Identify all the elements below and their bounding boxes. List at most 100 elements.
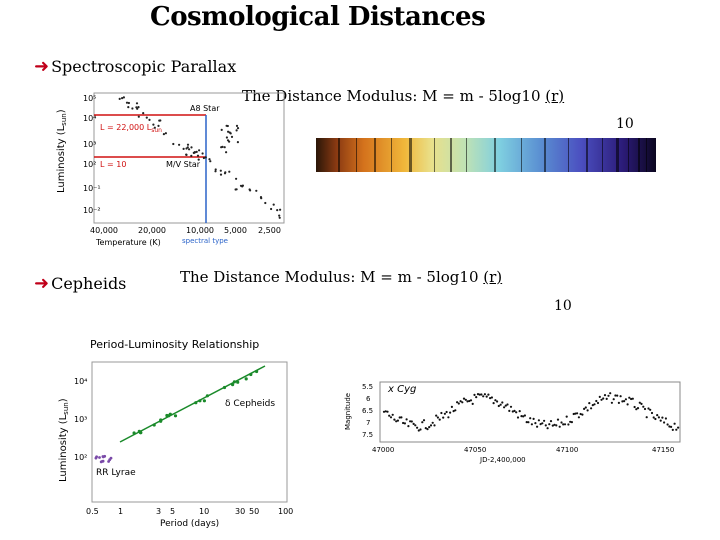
lc-point — [464, 398, 467, 401]
lc-ytick: 7.5 — [362, 431, 373, 439]
lc-point — [462, 397, 466, 400]
hr-star-point — [214, 168, 217, 171]
pl-xtick: 5 — [170, 507, 175, 516]
lc-ytick: 5.5 — [362, 383, 373, 391]
pl-cepheid-point — [232, 380, 236, 384]
lc-point — [449, 411, 452, 414]
lc-point — [663, 421, 666, 424]
lc-point — [489, 397, 492, 400]
pl-cepheid-point — [249, 372, 253, 377]
hr-star-point — [223, 172, 227, 175]
lc-point — [642, 405, 645, 408]
lc-point — [572, 412, 575, 416]
distance-modulus-formula-2: The Distance Modulus: M = m - 5log10 (r) — [180, 268, 502, 286]
hr-star-point — [235, 188, 238, 191]
pl-cepheid-point — [205, 394, 209, 398]
lc-point — [590, 407, 593, 410]
lc-point — [605, 397, 608, 400]
hr-star-point — [157, 124, 160, 127]
formula-denominator-2: 10 — [554, 298, 572, 314]
hr-star-point — [135, 102, 139, 105]
hr-star-point — [190, 146, 193, 149]
hr-star-point — [198, 149, 201, 152]
hr-star-point — [190, 154, 193, 157]
hr-star-point — [255, 189, 258, 192]
lc-point — [650, 411, 654, 415]
lc-point — [490, 396, 493, 399]
lc-point — [567, 423, 570, 426]
lc-point — [633, 405, 636, 409]
hr-star-point — [186, 143, 190, 146]
hr-xtick: 2,500 — [258, 226, 281, 235]
lc-point — [475, 396, 478, 399]
hr-star-point — [185, 147, 188, 150]
lc-point — [661, 416, 664, 419]
lc-point — [551, 424, 554, 427]
lc-point — [560, 421, 563, 424]
lc-point — [494, 399, 497, 402]
hr-ytick: 10⁻² — [83, 206, 101, 215]
hr-star-point — [278, 214, 281, 217]
hr-ytick: 10² — [83, 160, 96, 169]
hr-star-point — [235, 129, 238, 132]
lc-point — [570, 421, 573, 424]
lc-point — [630, 397, 633, 401]
lc-point — [610, 401, 613, 404]
lc-point — [478, 393, 481, 396]
hr-star-point — [241, 184, 244, 187]
lc-point — [456, 401, 459, 404]
lc-point — [631, 397, 634, 400]
lc-xtick: 47150 — [652, 446, 674, 454]
pl-cepheid-fit-line — [119, 365, 266, 443]
lc-title: x Cyg — [387, 384, 416, 395]
hr-star-point — [152, 123, 155, 126]
pl-title: Period-Luminosity Relationship — [90, 338, 259, 351]
lc-point — [549, 420, 553, 423]
hr-xtick: 20,000 — [138, 226, 166, 235]
pl-ytick: 10² — [74, 453, 87, 462]
hr-star-point — [178, 143, 181, 146]
pl-xtick: 100 — [278, 507, 293, 516]
lc-point — [511, 410, 514, 413]
hr-star-point — [276, 209, 279, 212]
hr-star-point — [225, 151, 228, 154]
lc-point — [591, 404, 594, 407]
lc-point — [398, 416, 401, 419]
lc-point — [516, 416, 520, 419]
hr-lum-2-label: L = 10 — [100, 160, 126, 169]
hr-star-point — [188, 148, 191, 151]
lc-point — [654, 417, 657, 421]
pl-cepheid-point — [159, 419, 163, 423]
lc-point — [440, 411, 443, 415]
lc-point — [595, 399, 598, 403]
formula-denominator-1: 10 — [616, 116, 634, 132]
lc-xtick: 47100 — [556, 446, 578, 454]
lc-point — [609, 392, 612, 395]
pl-xtick: 30 — [235, 507, 245, 516]
pl-ytick: 10⁴ — [74, 377, 87, 386]
hr-star-point — [153, 126, 156, 129]
lc-point — [673, 422, 676, 425]
lc-point — [636, 407, 640, 410]
pl-cepheid-point — [194, 401, 198, 405]
hr-ytick: 10⁵ — [83, 94, 96, 103]
hr-star-point — [127, 101, 130, 105]
hr-xlabel: Temperature (K) — [95, 238, 161, 247]
hr-star-point — [272, 203, 275, 206]
lc-point — [525, 421, 528, 424]
lc-point — [503, 406, 506, 409]
lc-point — [450, 405, 453, 408]
lc-point — [497, 404, 500, 408]
hr-star-point — [278, 216, 281, 219]
pl-cepheid-point — [231, 383, 235, 387]
pl-cepheid-point — [132, 431, 136, 435]
lc-point — [584, 406, 587, 409]
lc-xlabel: JD-2,400,000 — [479, 456, 526, 464]
lc-point — [539, 423, 542, 426]
lc-ylabel: Magnitude — [344, 393, 352, 430]
lc-point — [626, 403, 629, 406]
lc-point — [536, 425, 539, 428]
lc-point — [509, 405, 513, 408]
hr-star-point — [214, 170, 217, 173]
formula-text-2: The Distance Modulus: M = m - 5log10 — [180, 268, 484, 286]
